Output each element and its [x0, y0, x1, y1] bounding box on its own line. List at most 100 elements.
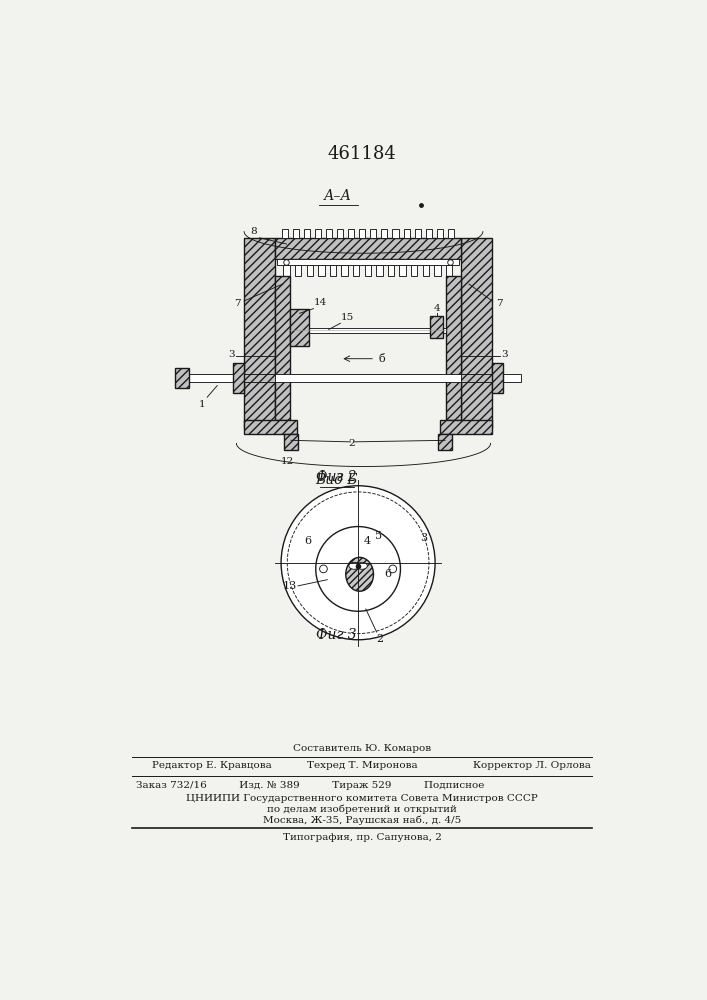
Ellipse shape	[349, 562, 360, 569]
Text: 4: 4	[364, 536, 371, 546]
Bar	[446, 276, 461, 420]
Bar	[337, 229, 343, 238]
Bar	[175, 368, 189, 388]
Bar	[291, 309, 309, 346]
Bar	[365, 265, 371, 276]
Bar	[244, 238, 275, 428]
Ellipse shape	[346, 557, 373, 591]
Bar	[392, 229, 399, 238]
Bar	[326, 229, 332, 238]
Bar	[244, 420, 296, 434]
Text: Вид Б: Вид Б	[315, 473, 358, 487]
Bar	[414, 229, 421, 238]
Bar	[423, 265, 429, 276]
Bar	[341, 265, 348, 276]
Bar	[461, 238, 492, 428]
Text: по делам изобретений и открытий: по делам изобретений и открытий	[267, 805, 457, 814]
Bar	[282, 229, 288, 238]
Bar	[244, 374, 275, 382]
Text: 2: 2	[349, 439, 355, 448]
Text: А–А: А–А	[324, 189, 352, 203]
Text: 5: 5	[375, 531, 382, 541]
Text: 6: 6	[384, 569, 391, 579]
Bar	[284, 434, 298, 450]
Bar	[461, 374, 492, 382]
Bar	[348, 229, 354, 238]
Text: 1: 1	[199, 400, 205, 409]
Text: 15: 15	[340, 313, 354, 322]
Bar	[359, 229, 366, 238]
Bar	[437, 229, 443, 238]
Bar	[492, 363, 503, 393]
Bar	[431, 316, 443, 338]
Bar	[440, 420, 492, 434]
Circle shape	[281, 486, 435, 640]
Bar	[404, 229, 409, 238]
Bar	[284, 265, 290, 276]
Text: ЦНИИПИ Государственного комитета Совета Министров СССР: ЦНИИПИ Государственного комитета Совета …	[186, 794, 538, 803]
Text: Редактор Е. Кравцова: Редактор Е. Кравцова	[152, 761, 271, 770]
Bar	[293, 229, 299, 238]
Text: Москва, Ж-35, Раушская наб., д. 4/5: Москва, Ж-35, Раушская наб., д. 4/5	[263, 815, 461, 825]
Bar	[446, 265, 452, 276]
Text: 2: 2	[376, 634, 383, 644]
Bar	[399, 265, 406, 276]
Text: б: б	[379, 354, 385, 364]
Text: Техред Т. Миронова: Техред Т. Миронова	[307, 761, 417, 770]
Text: Корректор Л. Орлова: Корректор Л. Орлова	[473, 761, 590, 770]
Circle shape	[389, 565, 397, 573]
Text: 6: 6	[305, 536, 312, 546]
Text: 14: 14	[313, 298, 327, 307]
Bar	[431, 316, 443, 338]
Bar	[291, 309, 309, 346]
Bar	[277, 259, 459, 265]
Text: Типография, пр. Сапунова, 2: Типография, пр. Сапунова, 2	[283, 833, 441, 842]
Bar	[315, 229, 321, 238]
Circle shape	[316, 527, 400, 611]
Text: 461184: 461184	[327, 145, 397, 163]
Text: Заказ 732/16          Изд. № 389          Тираж 529          Подписное: Заказ 732/16 Изд. № 389 Тираж 529 Подпис…	[136, 781, 485, 790]
Bar	[291, 328, 446, 333]
Text: 8: 8	[250, 227, 257, 236]
Bar	[175, 374, 521, 382]
Bar	[244, 420, 296, 434]
Bar	[330, 265, 337, 276]
Text: Фиг 3: Фиг 3	[316, 628, 357, 642]
Circle shape	[320, 565, 327, 573]
Bar	[353, 265, 359, 276]
Text: 7: 7	[234, 299, 240, 308]
Bar	[370, 229, 376, 238]
Text: 3: 3	[420, 533, 427, 543]
Bar	[446, 276, 461, 420]
Bar	[461, 374, 492, 382]
Bar	[233, 363, 244, 393]
Bar	[275, 238, 461, 259]
Bar	[492, 363, 503, 393]
Bar	[244, 238, 275, 428]
Bar	[304, 229, 310, 238]
Bar	[448, 229, 454, 238]
Bar	[284, 434, 298, 450]
Ellipse shape	[356, 562, 368, 569]
Bar	[318, 265, 325, 276]
Text: 7: 7	[496, 299, 503, 308]
Text: Фиг 2: Фиг 2	[316, 470, 357, 484]
Bar	[461, 238, 492, 428]
Bar	[244, 374, 275, 382]
Text: Составитель Ю. Комаров: Составитель Ю. Комаров	[293, 744, 431, 753]
Bar	[295, 265, 301, 276]
Text: 12: 12	[281, 457, 294, 466]
Bar	[388, 265, 395, 276]
Bar	[307, 265, 313, 276]
Text: 4: 4	[433, 304, 440, 313]
Text: 3: 3	[501, 350, 508, 359]
Text: 13: 13	[282, 581, 296, 591]
Bar	[175, 368, 189, 388]
Bar	[434, 265, 440, 276]
Bar	[233, 363, 244, 393]
Bar	[275, 238, 461, 259]
Bar	[438, 434, 452, 450]
Bar	[275, 276, 291, 420]
Bar	[440, 420, 492, 434]
Bar	[381, 229, 387, 238]
